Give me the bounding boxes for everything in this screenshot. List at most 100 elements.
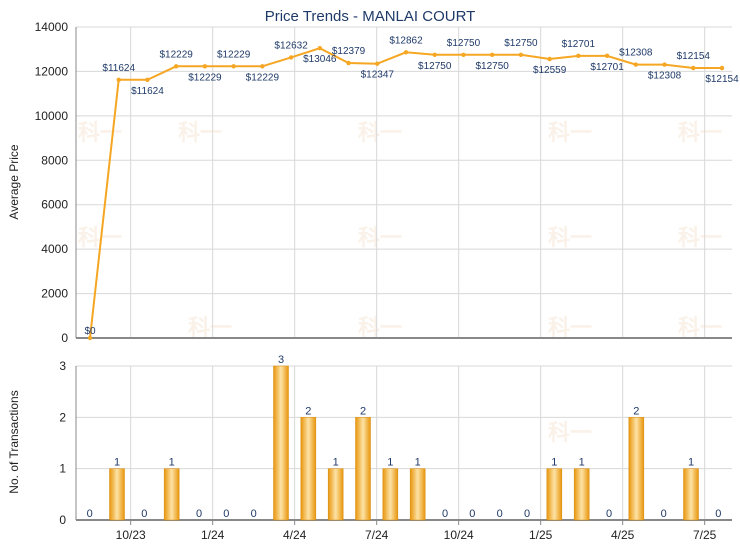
price-y-tick-label: 0 <box>61 331 68 345</box>
transaction-count-label: 0 <box>196 508 202 520</box>
watermark-text: 科一 <box>678 315 722 340</box>
x-tick-label: 4/24 <box>283 528 307 542</box>
transaction-count-label: 0 <box>661 508 667 520</box>
price-point <box>691 65 696 71</box>
transaction-count-label: 3 <box>278 354 284 366</box>
price-data-label: $13046 <box>303 54 337 65</box>
transaction-count-label: 1 <box>114 457 120 469</box>
price-y-tick-label: 4000 <box>41 242 68 256</box>
price-data-label: $12229 <box>159 49 193 60</box>
price-data-label: $12154 <box>677 51 711 62</box>
transaction-bar <box>382 468 399 521</box>
transaction-count-label: 2 <box>360 405 366 417</box>
transaction-count-label: 1 <box>387 457 393 469</box>
price-y-tick-label: 12000 <box>35 64 69 78</box>
transaction-count-label: 0 <box>606 508 612 520</box>
watermark-text: 科一 <box>678 225 722 250</box>
price-point <box>403 50 409 55</box>
transactions-y-tick-label: 0 <box>59 513 66 527</box>
price-point <box>288 55 294 60</box>
transaction-count-label: 0 <box>524 508 530 520</box>
transaction-count-label: 0 <box>469 508 475 520</box>
watermark-text: 科一 <box>78 120 122 145</box>
watermark-text: 科一 <box>548 420 592 445</box>
price-data-label: $12229 <box>246 72 280 83</box>
x-tick-label: 10/24 <box>444 528 474 542</box>
transactions-y-tick-label: 1 <box>59 462 66 476</box>
watermark-text: 科一 <box>548 225 592 250</box>
price-point <box>87 335 93 341</box>
transaction-count-label: 0 <box>251 508 257 520</box>
price-point <box>202 64 208 69</box>
x-tick-label: 10/23 <box>116 528 146 542</box>
transaction-count-label: 1 <box>579 457 585 469</box>
price-point <box>604 53 610 59</box>
transaction-count-label: 1 <box>415 457 421 469</box>
price-point <box>662 62 667 67</box>
price-y-tick-label: 10000 <box>35 109 69 123</box>
price-data-labels: $0 $11624 $11624 $12229 $12229 $12229 $12229 $1… <box>84 35 739 337</box>
transaction-bar <box>163 468 180 521</box>
price-point <box>633 62 639 67</box>
x-tick-label: 7/24 <box>365 528 389 542</box>
price-point <box>432 52 437 57</box>
transactions-y-tick-label: 3 <box>59 359 66 373</box>
transaction-bar <box>109 468 125 521</box>
transaction-bar <box>546 468 563 521</box>
transaction-bar <box>628 417 645 521</box>
transaction-bar <box>409 468 426 521</box>
price-point <box>719 65 725 71</box>
price-y-tick-label: 8000 <box>41 153 68 167</box>
price-data-label: $12229 <box>188 72 222 83</box>
watermark-text: 科一 <box>358 120 402 145</box>
watermark-text: 科一 <box>358 225 402 250</box>
price-point <box>576 53 581 59</box>
transactions-data-labels: 0 1 0 1 0 0 0 3 2 1 2 1 1 0 0 0 0 1 1 0 2 0 1 0 <box>87 354 722 520</box>
price-y-tick-label: 6000 <box>41 198 68 212</box>
price-data-label: $12750 <box>447 38 481 49</box>
transaction-count-label: 0 <box>87 508 93 520</box>
transaction-count-label: 1 <box>551 457 557 469</box>
price-data-label: $12347 <box>361 70 395 81</box>
transaction-bar <box>573 468 590 521</box>
price-data-label: $12750 <box>504 38 538 49</box>
price-data-label: $12379 <box>332 46 366 57</box>
transaction-count-label: 0 <box>141 508 147 520</box>
price-point <box>346 60 351 66</box>
transaction-count-label: 1 <box>169 457 175 469</box>
transaction-bar <box>683 468 699 521</box>
chart-title: Price Trends - MANLAI COURT <box>265 8 476 25</box>
price-point <box>375 61 380 66</box>
price-y-axis-title: Average Price <box>7 144 21 219</box>
price-data-label: $12154 <box>705 74 739 85</box>
transaction-bar <box>273 365 289 521</box>
price-data-label: $12308 <box>648 71 682 82</box>
transaction-count-label: 2 <box>633 405 639 417</box>
price-data-label: $12701 <box>590 62 624 73</box>
price-data-label: $12701 <box>562 39 596 50</box>
price-data-label: $12750 <box>418 61 452 72</box>
price-line <box>89 47 722 339</box>
price-point <box>461 52 466 57</box>
transactions-y-tick-label: 2 <box>59 410 66 424</box>
price-point <box>145 77 150 82</box>
watermark-text: 科一 <box>678 120 722 145</box>
price-data-label: $0 <box>84 326 96 337</box>
transaction-count-label: 2 <box>305 405 311 417</box>
transaction-count-label: 0 <box>223 508 229 520</box>
price-data-label: $12559 <box>533 65 567 76</box>
transactions-grid <box>76 365 732 521</box>
price-point <box>173 64 179 69</box>
transaction-count-label: 1 <box>333 457 339 469</box>
price-data-label: $12308 <box>619 48 653 59</box>
transaction-bar <box>355 417 371 521</box>
x-axis-tick-labels: 10/23 1/24 4/24 7/24 10/24 1/25 4/25 7/25 <box>116 520 717 542</box>
transaction-bar <box>300 417 317 521</box>
price-point <box>231 64 236 69</box>
price-point <box>317 45 323 51</box>
price-data-label: $12750 <box>475 61 509 72</box>
x-tick-label: 1/25 <box>529 528 553 542</box>
price-point <box>547 56 552 62</box>
transactions-y-axis-title: No. of Transactions <box>7 390 21 493</box>
